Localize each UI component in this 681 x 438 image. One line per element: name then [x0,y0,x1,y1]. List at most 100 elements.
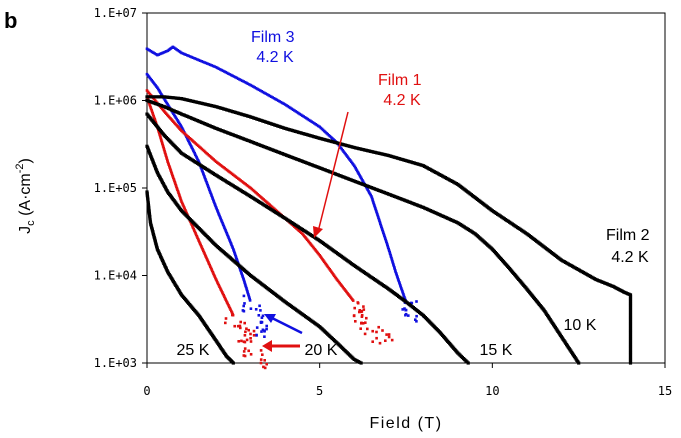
series-point [250,84,254,88]
series-point [241,276,245,280]
series-point [220,289,223,293]
series-point [261,314,265,318]
series-point [249,340,253,343]
series-point [391,261,395,265]
series-point [189,145,193,148]
series-point [161,145,165,148]
series-point [386,244,389,248]
series-point [213,65,216,68]
series-point [194,233,198,237]
series-point [236,324,240,328]
series-point [200,246,204,250]
series-point [311,121,315,124]
series-point [227,72,230,75]
series-point [205,182,209,186]
series-point [246,291,250,295]
series-point [404,308,408,312]
series-point [365,316,368,320]
series-point [268,94,272,98]
series-point [246,82,250,85]
series-point [378,341,382,345]
series-point [380,226,384,230]
series-point [370,195,373,198]
series-point [354,320,357,323]
series-point [226,233,229,237]
y-axis-title-sup: -2 [14,163,26,173]
series-point [379,223,383,227]
series-point [230,311,234,314]
series-point [248,299,252,302]
series-point [187,139,190,143]
series-point [360,315,364,318]
series-point [402,294,406,298]
series-point [233,324,236,328]
series-point [219,217,223,221]
series-point [242,279,246,283]
series-point [220,220,224,224]
series-point [369,193,372,197]
series-point [210,268,213,271]
series-point [375,211,379,215]
series-point [203,61,206,64]
series-point [171,173,174,177]
series-point [191,147,194,151]
series-point [202,172,205,175]
series-point [240,273,244,277]
series-point [182,204,185,208]
series-point [230,245,234,248]
series-point [152,115,155,118]
series-point [187,140,191,144]
y-axis-title-close: ) [17,158,34,163]
series-point [202,249,205,252]
series-point [271,96,274,99]
series-point [391,260,394,263]
series-point [397,279,400,283]
series-point [376,214,380,218]
x-tick-label: 5 [316,384,323,398]
series-point [232,75,236,78]
series-point [401,290,404,293]
series-point [263,335,266,338]
series-point [225,232,229,235]
series-point [198,242,202,245]
annotation-15k: 15 K [480,342,513,359]
series-point [213,201,216,205]
series-point [209,191,212,194]
series-point [398,281,401,284]
series-point [257,88,261,92]
series-point [168,164,171,168]
series-film2_25K [145,190,235,365]
series-point [216,209,219,212]
series-point [200,60,203,63]
series-point [160,139,163,142]
series-point [218,214,221,218]
series-point [378,219,381,222]
series-point [207,62,211,66]
series-point [225,71,229,75]
series-point [278,100,281,103]
series-point [208,188,211,191]
series-point [201,60,205,64]
series-point [174,116,178,119]
series-point [243,282,247,286]
series-point [210,194,213,197]
series-point [157,130,160,133]
series-point [359,361,363,365]
series-point [396,276,399,280]
series-point [206,259,210,263]
series-point [170,172,174,175]
series-point [287,105,291,109]
series-point [231,361,235,365]
series-point [374,207,377,210]
series-point [242,294,246,298]
series-point [242,350,246,353]
series-point [209,266,213,270]
series-point [200,169,204,172]
series-point [204,61,208,65]
series-point [167,163,170,166]
series-point [178,194,181,197]
series-point [242,304,245,308]
series-point [234,75,237,79]
series-point [191,224,194,228]
series-point [241,79,244,83]
